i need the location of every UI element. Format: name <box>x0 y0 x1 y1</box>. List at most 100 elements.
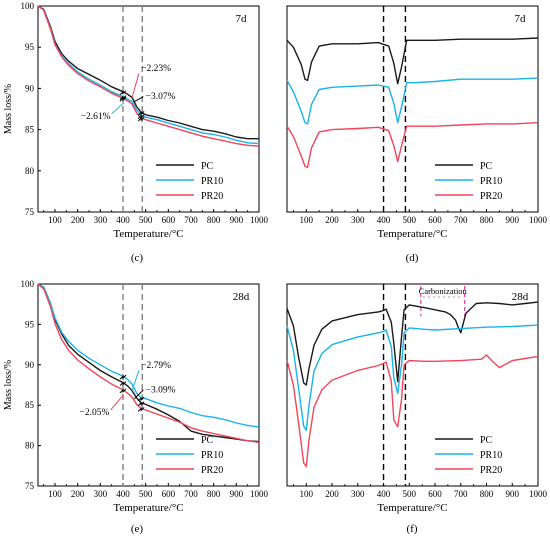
x-tick-label: 900 <box>506 489 520 499</box>
x-axis-label: Temperature/°C <box>113 228 183 240</box>
x-tick-label: 800 <box>480 489 494 499</box>
x-tick-label: 600 <box>162 489 176 499</box>
x-tick-label: 800 <box>480 215 494 225</box>
plot-frame <box>286 283 539 487</box>
annotation-arrow <box>134 96 144 103</box>
legend-label-pc: PC <box>480 161 493 172</box>
x-axis-label: Temperature/°C <box>377 502 447 514</box>
y-tick-label: 75 <box>25 207 35 217</box>
x-tick-label: 700 <box>184 489 198 499</box>
series-line-pc <box>37 5 259 140</box>
age-label: 7d <box>236 13 248 25</box>
panel-label-d: (d) <box>406 252 419 264</box>
legend-label-pr20: PR20 <box>480 191 502 202</box>
y-axis-label: Mass loss/% <box>3 84 14 134</box>
break-mark <box>137 396 145 402</box>
break-mark <box>137 401 145 407</box>
annotation-pc-delta: −3.09% <box>146 385 176 395</box>
carbonization-label: Carbonization <box>419 286 468 296</box>
x-tick-label: 100 <box>48 215 62 225</box>
legend-label-pc: PC <box>480 435 493 446</box>
break-mark <box>119 374 127 380</box>
y-tick-label: 100 <box>21 279 35 289</box>
panel-e: 100 200 300 400 500 600 700 800 900 1000 75 80 85 90 9… <box>3 279 269 514</box>
series-line-pr20 <box>37 5 260 147</box>
y-tick-label: 90 <box>25 83 35 93</box>
x-tick-label: 200 <box>71 215 85 225</box>
y-tick-label: 85 <box>25 125 35 135</box>
x-tick-label: 200 <box>71 489 85 499</box>
x-tick-label: 400 <box>116 215 130 225</box>
break-mark <box>137 407 145 412</box>
x-tick-label: 700 <box>184 215 198 225</box>
legend-label-pr20: PR20 <box>201 191 223 202</box>
plot-frame <box>37 283 260 487</box>
x-tick-label: 1000 <box>529 215 548 225</box>
series-line-pc <box>37 283 260 443</box>
x-tick-label: 700 <box>454 215 468 225</box>
series-line-pr10 <box>286 324 539 431</box>
x-tick-label: 1000 <box>250 215 269 225</box>
panel-d: 100 200 300 400 500 600 700 800 900 1000 Temperatu… <box>286 5 548 240</box>
legend-label-pr20: PR20 <box>480 465 502 476</box>
x-tick-label: 1000 <box>529 489 548 499</box>
x-tick-label: 500 <box>139 215 153 225</box>
x-axis-label: Temperature/°C <box>377 228 447 240</box>
series-line-pc <box>286 37 539 85</box>
x-tick-label: 400 <box>116 489 130 499</box>
x-tick-label: 700 <box>454 489 468 499</box>
panel-f: 100 200 300 400 500 600 700 800 900 1000 Temperatu… <box>286 283 548 514</box>
x-tick-label: 600 <box>428 215 442 225</box>
x-tick-label: 600 <box>162 215 176 225</box>
y-tick-label: 80 <box>25 441 35 451</box>
series-line-pr20 <box>286 122 539 169</box>
x-axis-label: Temperature/°C <box>113 502 183 514</box>
y-tick-label: 95 <box>25 319 35 329</box>
annotation-pr20-delta: −2.23% <box>141 64 171 74</box>
plot-frame <box>286 5 539 213</box>
y-tick-label: 100 <box>21 1 35 11</box>
break-mark <box>119 381 127 386</box>
annotation-arrow <box>131 370 140 391</box>
panel-label-f: (f) <box>407 523 418 535</box>
annotation-pr10-delta: −2.61% <box>81 112 111 122</box>
y-tick-label: 90 <box>25 360 35 370</box>
x-tick-label: 200 <box>325 215 339 225</box>
x-tick-label: 400 <box>377 215 391 225</box>
break-mark <box>119 96 127 102</box>
x-tick-label: 500 <box>403 489 417 499</box>
x-tick-label: 300 <box>351 489 365 499</box>
age-label: 7d <box>515 13 527 25</box>
x-tick-label: 500 <box>403 215 417 225</box>
legend-label-pr10: PR10 <box>201 176 223 187</box>
break-mark <box>137 110 145 116</box>
y-tick-label: 80 <box>25 166 35 176</box>
x-tick-label: 200 <box>325 489 339 499</box>
age-label: 28d <box>233 291 250 303</box>
annotation-pr20-delta: −2.05% <box>79 408 109 418</box>
legend-label-pr10: PR10 <box>480 176 502 187</box>
legend-label-pr20: PR20 <box>201 465 223 476</box>
x-tick-label: 1000 <box>250 489 269 499</box>
legend-label-pr10: PR10 <box>201 450 223 461</box>
x-tick-label: 600 <box>428 489 442 499</box>
x-tick-label: 100 <box>48 489 62 499</box>
y-tick-label: 75 <box>25 481 35 491</box>
x-tick-label: 800 <box>207 215 221 225</box>
x-tick-label: 300 <box>94 489 108 499</box>
y-tick-label: 85 <box>25 400 35 410</box>
x-tick-label: 900 <box>506 215 520 225</box>
annotation-arrow <box>133 389 144 400</box>
series-line-pr10 <box>37 283 260 428</box>
x-tick-label: 100 <box>300 215 314 225</box>
panel-label-e: (e) <box>131 523 144 535</box>
annotation-arrow <box>110 395 124 411</box>
series-line-pr10 <box>37 5 260 145</box>
break-mark <box>119 90 127 96</box>
annotation-arrow <box>131 73 140 98</box>
legend-label-pc: PC <box>201 161 214 172</box>
annotation-pr10-delta: −2.79% <box>141 361 171 371</box>
y-tick-label: 95 <box>25 42 35 52</box>
